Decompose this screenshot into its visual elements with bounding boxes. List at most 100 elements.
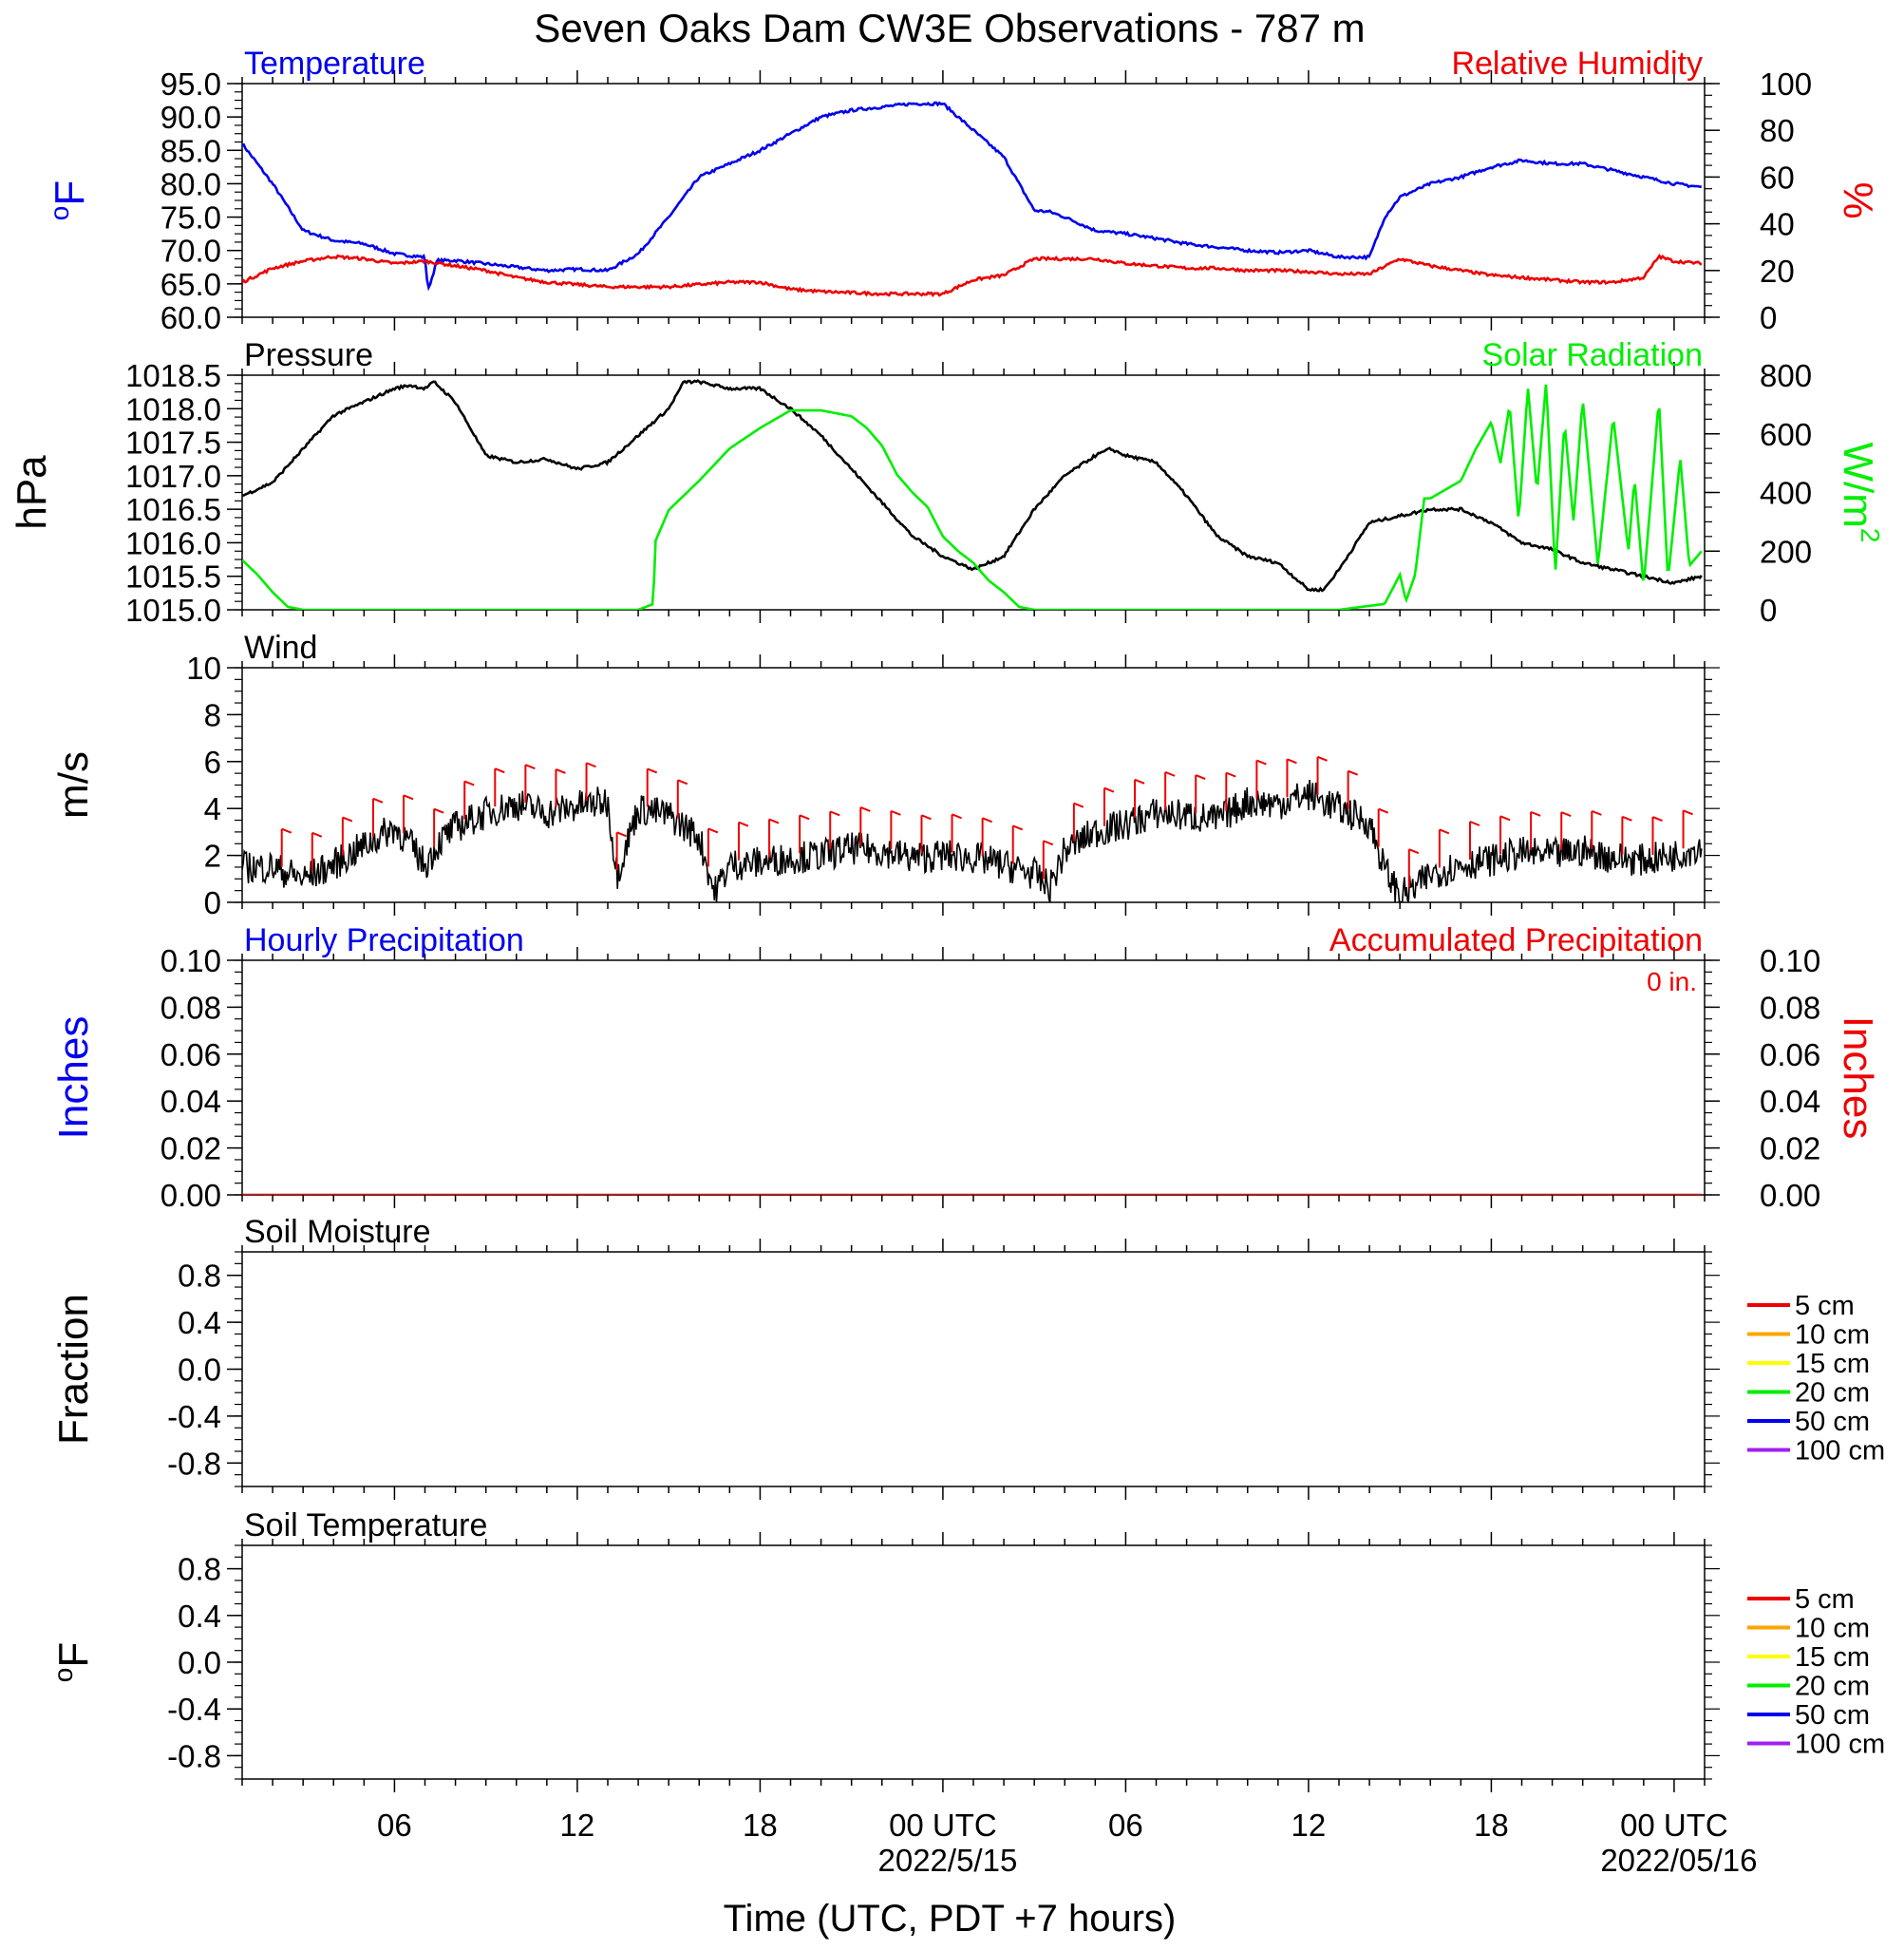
wind-barb xyxy=(1286,758,1297,798)
x-tick-label: 06 xyxy=(1108,1808,1143,1843)
wind-barb xyxy=(280,827,292,867)
y-axis-label-left: hPa xyxy=(9,455,55,530)
x-tick-label: 12 xyxy=(560,1808,595,1843)
x-axis-label: Time (UTC, PDT +7 hours) xyxy=(724,1898,1177,1940)
y-tick-label: 8 xyxy=(204,697,221,732)
wind-barb xyxy=(768,818,780,858)
wind-barb xyxy=(951,813,962,853)
series-line-0 xyxy=(242,779,1703,902)
y-tick-label: 0.10 xyxy=(160,943,221,978)
wind-barb xyxy=(1621,815,1632,855)
y-tick-label: 1018.0 xyxy=(125,391,221,426)
y-tick-label: -0.8 xyxy=(167,1446,221,1481)
wind-barb xyxy=(555,767,566,807)
y-right-tick-label: 0.06 xyxy=(1760,1037,1820,1072)
wind-barb xyxy=(646,767,658,807)
y-tick-label: 95.0 xyxy=(160,66,221,102)
y-tick-label: 6 xyxy=(204,745,221,780)
wind-barb xyxy=(1011,824,1024,864)
wind-barb xyxy=(1255,759,1267,799)
legend-label: 50 cm xyxy=(1795,1407,1870,1437)
wind-barb xyxy=(1591,809,1602,849)
panel-title-left: Temperature xyxy=(244,46,425,82)
wind-barb xyxy=(1407,848,1420,888)
wind-barb xyxy=(463,780,475,820)
panel-title-right: Solar Radiation xyxy=(1482,337,1703,373)
y-right-tick-label: 200 xyxy=(1760,534,1812,569)
y-right-tick-label: 0.00 xyxy=(1760,1178,1820,1213)
y-tick-label: 80.0 xyxy=(160,166,221,201)
wind-barb xyxy=(1682,809,1693,849)
y-right-tick-label: 100 xyxy=(1760,66,1812,102)
panel-title-left: Soil Moisture xyxy=(244,1214,431,1250)
wind-barb xyxy=(981,817,992,857)
series-line-0 xyxy=(242,379,1703,593)
y-axis-label-right: W/m2 xyxy=(1835,443,1885,543)
y-tick-label: 0.4 xyxy=(178,1305,221,1340)
y-tick-label: 0.04 xyxy=(160,1084,221,1119)
panel-precip: 0.00 0.02 0.04 0.06 0.08 0.10 0.00 0.02 0.04 0.06… xyxy=(50,922,1881,1213)
legend-label: 10 cm xyxy=(1795,1614,1870,1644)
y-axis-label-right: % xyxy=(1835,181,1881,218)
panel-wind: 0 2 4 6 8 10 Wind m/s xyxy=(50,630,1720,920)
wind-barb xyxy=(615,831,627,871)
panel-title-left: Pressure xyxy=(244,337,373,373)
y-tick-label: -0.4 xyxy=(167,1692,221,1727)
y-tick-label: 90.0 xyxy=(160,100,221,135)
panel-soil_moisture: -0.8 -0.4 0.0 0.4 0.8 Soil Moisture Fraction 5 … xyxy=(50,1214,1885,1500)
x-tick-label: 06 xyxy=(377,1808,412,1843)
y-axis-label-right: Inches xyxy=(1835,1016,1881,1140)
y-right-tick-label: 0 xyxy=(1760,593,1777,628)
y-tick-label: 0.02 xyxy=(160,1131,221,1166)
wind-barb xyxy=(920,814,932,854)
wind-barb xyxy=(1042,840,1054,880)
panel-frame xyxy=(241,374,1706,611)
wind-barb xyxy=(1103,786,1115,826)
wind-barb xyxy=(403,794,414,834)
y-right-tick-label: 80 xyxy=(1760,113,1795,148)
y-right-tick-label: 60 xyxy=(1760,160,1795,195)
panel-temp_rh: 60.065.070.075.080.085.090.095.0 0 20 40 60 8… xyxy=(45,46,1881,335)
panel-title-left: Soil Temperature xyxy=(244,1507,487,1543)
legend-label: 100 cm xyxy=(1795,1436,1885,1467)
wind-barb xyxy=(341,816,353,856)
y-tick-label: 65.0 xyxy=(160,267,221,302)
y-right-tick-label: 20 xyxy=(1760,254,1795,289)
x-tick-label: 00 UTC xyxy=(1620,1808,1728,1843)
series-line-1 xyxy=(242,384,1703,610)
panel-frame xyxy=(241,83,1706,318)
y-right-tick-label: 800 xyxy=(1760,358,1812,393)
wind-barb xyxy=(1134,778,1145,818)
wind-barb xyxy=(737,821,749,861)
x-tick-label: 12 xyxy=(1291,1808,1327,1843)
y-axis-label-left: Inches xyxy=(50,1016,97,1140)
y-tick-label: 0.0 xyxy=(178,1645,221,1680)
wind-barb xyxy=(1347,769,1358,809)
y-tick-label: 60.0 xyxy=(160,300,221,335)
y-tick-label: 0 xyxy=(204,885,221,920)
wind-barb xyxy=(1530,810,1541,850)
x-tick-label: 00 UTC xyxy=(889,1808,997,1843)
wind-barb xyxy=(371,797,384,837)
y-tick-label: 10 xyxy=(186,651,221,686)
y-tick-label: 0.8 xyxy=(178,1259,221,1294)
y-axis-label-left: Fraction xyxy=(50,1294,97,1445)
wind-barb xyxy=(1499,815,1511,855)
legend-label: 20 cm xyxy=(1795,1672,1870,1702)
y-right-tick-label: 0 xyxy=(1760,300,1777,335)
wind-barb xyxy=(1560,811,1572,851)
y-tick-label: 1017.5 xyxy=(125,426,221,461)
wind-barb xyxy=(1195,774,1206,814)
panel-title-left: Hourly Precipitation xyxy=(244,922,524,958)
y-tick-label: 70.0 xyxy=(160,234,221,269)
legend-label: 5 cm xyxy=(1795,1291,1855,1321)
series-line-1 xyxy=(242,254,1703,297)
panel-frame xyxy=(241,1251,1706,1487)
y-right-tick-label: 0.08 xyxy=(1760,990,1820,1025)
legend-label: 100 cm xyxy=(1795,1730,1885,1760)
accumulated-total: 0 in. xyxy=(1647,967,1697,996)
panel-pres_solar: 1015.01015.51016.01016.51017.01017.51018… xyxy=(9,337,1885,628)
y-right-tick-label: 0.02 xyxy=(1760,1131,1820,1166)
